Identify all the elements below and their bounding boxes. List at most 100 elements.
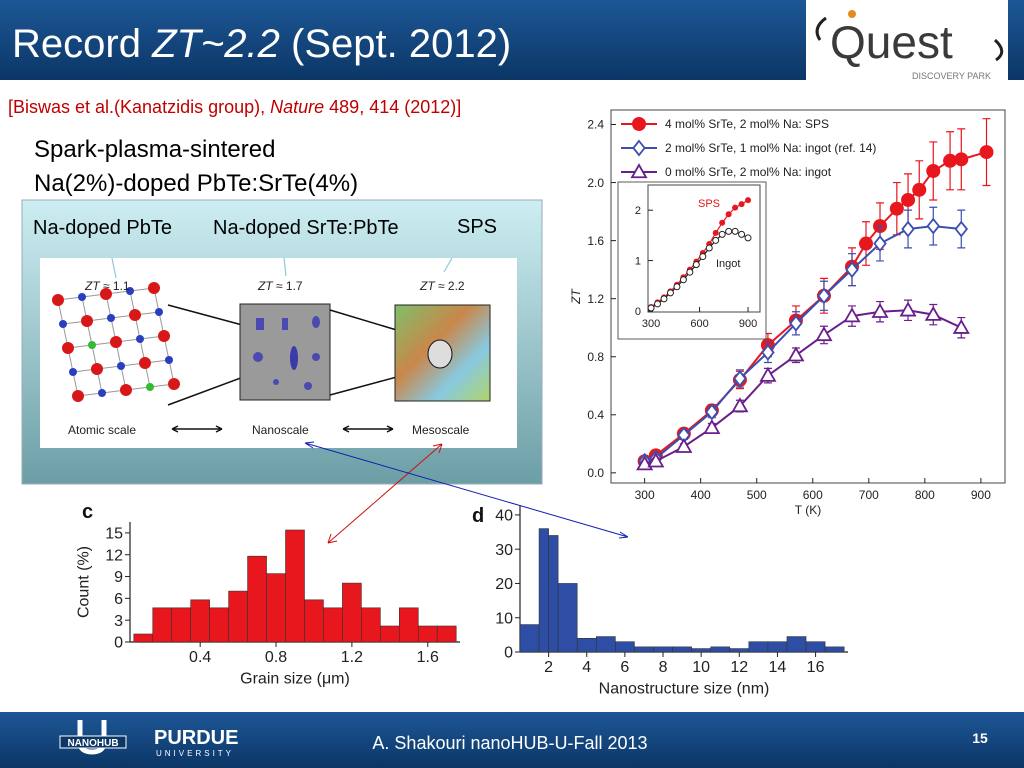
series-label: SPS xyxy=(698,198,720,210)
atom xyxy=(52,294,64,306)
figure-label: SPS xyxy=(457,216,497,238)
histogram-bar xyxy=(691,648,711,653)
histogram-bar xyxy=(304,599,324,643)
x-tick-label: 800 xyxy=(915,488,935,502)
atom xyxy=(136,335,144,343)
logo-box xyxy=(806,0,1008,88)
y-tick-label: 0 xyxy=(635,306,641,318)
precipitate xyxy=(304,382,312,390)
marker xyxy=(679,276,687,284)
footer-logo-text: UNIVERSITY xyxy=(156,749,234,758)
atom xyxy=(98,389,106,397)
meso-zoom xyxy=(427,339,453,369)
x-tick-label: 12 xyxy=(730,659,748,676)
y-tick-label: 15 xyxy=(105,526,123,543)
x-tick-label: 600 xyxy=(690,318,708,330)
x-tick-label: 16 xyxy=(807,659,825,676)
pointer xyxy=(111,257,453,279)
marker xyxy=(725,227,733,235)
y-tick-label: 2 xyxy=(635,205,641,217)
marker xyxy=(719,219,726,226)
histogram-bar xyxy=(247,555,267,643)
histogram-bar xyxy=(548,535,559,653)
zt-symbol: ZT xyxy=(257,279,274,293)
marker xyxy=(899,301,917,317)
reference-part: 489, 414 (2012)] xyxy=(324,97,461,117)
histogram-bar xyxy=(748,641,769,653)
reference: [Biswas et al.(Kanatzidis group), Nature… xyxy=(8,97,461,117)
link-arrow xyxy=(327,443,443,544)
histogram-bar xyxy=(285,529,305,643)
precipitate xyxy=(273,379,279,385)
atom xyxy=(165,356,173,364)
marker xyxy=(979,145,994,160)
histogram-bar xyxy=(672,646,692,653)
histogram-bar xyxy=(805,641,826,653)
histogram-bar xyxy=(595,636,616,653)
legend-label: 4 mol% SrTe, 2 mol% Na: SPS xyxy=(665,117,829,131)
atom xyxy=(72,390,84,402)
zt-label: ZT ≈ 1.7 xyxy=(257,279,303,293)
subtitle-line: Na(2%)-doped PbTe:SrTe(4%) xyxy=(34,170,358,197)
atom xyxy=(148,282,160,294)
marker xyxy=(686,268,694,276)
title-part: ZT~2.2 xyxy=(151,22,280,66)
y-tick-label: 1 xyxy=(635,255,641,267)
marker xyxy=(703,419,721,434)
x-axis-label: Nanostructure size (nm) xyxy=(599,681,770,698)
marker xyxy=(871,302,889,318)
y-tick-label: 6 xyxy=(114,591,123,608)
histogram-bar xyxy=(634,646,654,653)
x-tick-label: 10 xyxy=(692,659,710,676)
histogram-bar xyxy=(436,625,457,643)
legend-label: 0 mol% SrTe, 2 mol% Na: ingot xyxy=(665,165,832,179)
marker xyxy=(632,139,646,157)
marker xyxy=(738,230,746,238)
y-tick-label: 0.0 xyxy=(587,466,604,480)
footer-logo-box xyxy=(59,735,127,749)
y-tick-label: 0.4 xyxy=(587,408,604,422)
logo-swoosh xyxy=(815,16,1004,62)
marker xyxy=(787,346,805,362)
atom xyxy=(120,384,132,396)
zt-value: ≈ 1.7 xyxy=(273,279,303,293)
marker xyxy=(926,163,941,178)
marker xyxy=(761,343,775,361)
lattice xyxy=(52,282,180,402)
marker xyxy=(954,152,969,167)
x-tick-label: 1.6 xyxy=(417,649,439,666)
y-tick-label: 0 xyxy=(504,645,513,662)
plot-frame xyxy=(610,109,1006,484)
logo-dot xyxy=(848,10,856,18)
x-tick-label: 1.2 xyxy=(341,649,363,666)
histogram-bar xyxy=(380,625,400,643)
histogram-bar xyxy=(615,641,635,653)
histogram-bar xyxy=(152,607,173,643)
atom xyxy=(88,341,96,349)
marker xyxy=(901,192,916,207)
atom xyxy=(69,368,77,376)
y-axis-label: Count (%) xyxy=(75,546,92,618)
marker xyxy=(660,295,668,303)
reference-part: [Biswas et al.(Kanatzidis group), xyxy=(8,97,270,117)
x-tick-label: 14 xyxy=(769,659,787,676)
atom xyxy=(100,288,112,300)
x-axis-label: T (K) xyxy=(795,503,821,517)
reference-part: Nature xyxy=(270,97,324,117)
atom xyxy=(158,330,170,342)
marker xyxy=(912,182,927,197)
marker xyxy=(647,304,655,312)
marker xyxy=(889,201,904,216)
marker xyxy=(843,307,861,323)
marker xyxy=(654,300,662,308)
histogram-bar xyxy=(767,641,788,653)
marker xyxy=(712,229,719,236)
histogram-bar xyxy=(786,636,807,653)
x-tick-label: 0.8 xyxy=(265,649,287,666)
atom xyxy=(62,342,74,354)
marker xyxy=(817,287,831,305)
atom xyxy=(146,383,154,391)
marker xyxy=(759,366,777,382)
precipitate xyxy=(290,346,298,370)
